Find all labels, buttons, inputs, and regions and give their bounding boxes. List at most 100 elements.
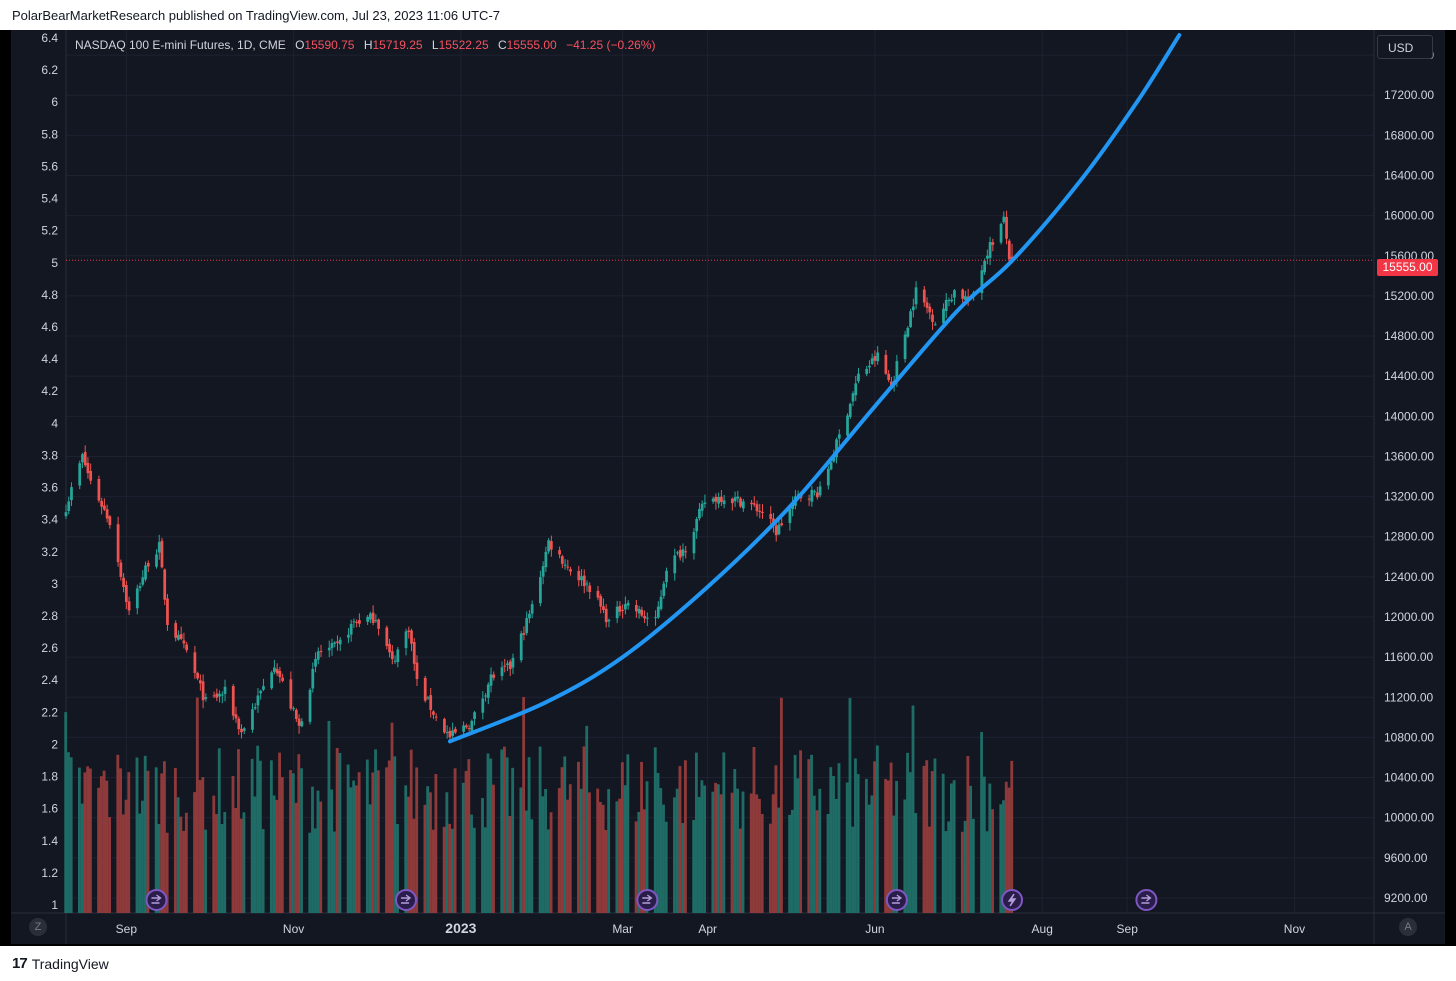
- volume-bar: [656, 772, 660, 913]
- left-axis-tick-label: 4.8: [41, 288, 58, 302]
- candle-body: [371, 612, 375, 623]
- candle-body: [83, 452, 87, 466]
- candle-body: [854, 383, 858, 396]
- volume-bar: [664, 821, 668, 913]
- candle-body: [404, 631, 408, 648]
- volume-bar: [431, 829, 435, 913]
- volume-bar: [563, 756, 567, 913]
- candle-body: [988, 242, 992, 258]
- time-axis-label: Nov: [1284, 922, 1305, 936]
- volume-bar: [988, 783, 992, 913]
- volume-bar: [1010, 760, 1014, 913]
- volume-bar: [615, 801, 619, 913]
- volume-bar: [736, 788, 739, 913]
- volume-bar: [1004, 781, 1008, 913]
- dividend-event-icon[interactable]: [885, 889, 908, 911]
- candle-body: [338, 639, 342, 645]
- candle-body: [519, 633, 523, 661]
- candle-body: [681, 549, 685, 556]
- currency-button[interactable]: USD: [1377, 35, 1433, 59]
- candle-body: [237, 718, 241, 730]
- dividend-event-icon[interactable]: [395, 889, 418, 911]
- timezone-corner-button[interactable]: Z: [29, 918, 47, 936]
- volume-bar: [659, 788, 663, 913]
- dividend-event-icon[interactable]: [1135, 889, 1158, 911]
- candle-body: [582, 575, 586, 587]
- time-axis-label: Aug: [1032, 922, 1053, 936]
- candle-body: [508, 661, 512, 670]
- left-axis-tick-label: 4.6: [41, 320, 58, 334]
- candle-body: [407, 630, 411, 632]
- volume-bar: [442, 826, 446, 913]
- volume-bar: [99, 776, 103, 913]
- volume-bar: [448, 823, 452, 913]
- candle-body: [621, 609, 625, 611]
- candle-body: [467, 728, 471, 730]
- candle-body: [950, 299, 954, 302]
- dividend-event-icon[interactable]: [145, 889, 168, 911]
- candle-body: [1007, 240, 1011, 260]
- volume-bar: [851, 826, 855, 913]
- auto-scale-button[interactable]: A: [1399, 918, 1417, 936]
- candle-body: [182, 640, 186, 644]
- volume-bar: [182, 830, 186, 913]
- volume-bar: [253, 796, 257, 913]
- volume-bar: [889, 762, 893, 913]
- candle-body: [396, 649, 400, 662]
- volume-bar: [530, 819, 534, 913]
- volume-bar: [335, 747, 339, 913]
- volume-bar: [788, 814, 792, 913]
- volume-bar: [752, 747, 756, 913]
- volume-bar: [933, 758, 937, 913]
- split-event-icon[interactable]: [1001, 889, 1024, 911]
- candlestick-chart[interactable]: 1 1.2 1.4 1.6 1.8 2 2.2 2.4 2.6 2.8 3 3.2 3.4 3.6 3.8 4…: [11, 30, 1445, 944]
- candle-body: [815, 492, 819, 498]
- dividend-event-icon[interactable]: [636, 889, 659, 911]
- candle-body: [541, 566, 545, 577]
- volume-bar: [165, 832, 169, 913]
- candle-body: [423, 677, 427, 701]
- candle-body: [656, 606, 660, 618]
- volume-bar: [195, 697, 199, 913]
- candle-body: [980, 270, 984, 294]
- chart-panel[interactable]: 1 1.2 1.4 1.6 1.8 2 2.2 2.4 2.6 2.8 3 3.2 3.4 3.6 3.8 4…: [11, 30, 1445, 944]
- candle-body: [596, 590, 600, 598]
- candle-body: [347, 634, 350, 638]
- candle-body: [270, 672, 274, 689]
- volume-bar: [275, 799, 279, 913]
- volume-bar: [368, 804, 372, 913]
- candle-body: [876, 352, 880, 362]
- volume-bar: [601, 804, 605, 913]
- volume-bar: [692, 819, 696, 913]
- symbol-name: NASDAQ 100 E-mini Futures, 1D, CME: [75, 38, 286, 52]
- volume-bar: [991, 809, 994, 913]
- candle-body: [275, 669, 279, 674]
- candle-body: [97, 478, 101, 501]
- volume-bar: [77, 767, 81, 913]
- volume-bar: [949, 783, 953, 913]
- volume-bar: [549, 812, 553, 913]
- volume-bar: [579, 788, 583, 913]
- candle-body: [777, 524, 781, 535]
- volume-bar: [445, 792, 449, 913]
- candle-body: [273, 667, 276, 672]
- volume-bar: [941, 773, 945, 913]
- volume-bar: [969, 785, 973, 913]
- candle-body: [122, 577, 125, 588]
- tradingview-logo[interactable]: 17 TradingView: [12, 955, 109, 972]
- candle-body: [196, 672, 199, 679]
- volume-bar: [294, 802, 298, 913]
- time-axis-label: Sep: [116, 922, 138, 936]
- candle-body: [105, 509, 109, 519]
- candle-body: [618, 606, 622, 612]
- candle-body: [240, 728, 243, 733]
- volume-bar: [423, 804, 427, 913]
- volume-bar: [223, 811, 227, 913]
- candle-body: [928, 306, 932, 313]
- candle-body: [615, 606, 619, 619]
- candle-body: [662, 583, 666, 596]
- candle-body: [374, 620, 378, 622]
- volume-bar: [346, 764, 350, 913]
- volume-bar: [231, 775, 235, 913]
- low-label: L: [431, 38, 439, 52]
